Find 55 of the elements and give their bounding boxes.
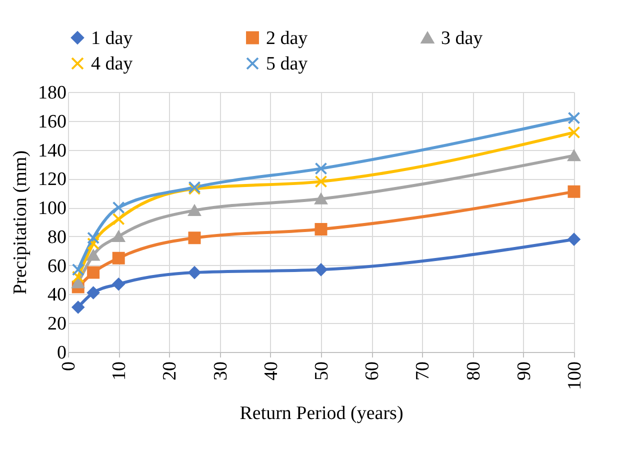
point: [72, 300, 84, 314]
point: [188, 204, 201, 216]
point: [568, 126, 580, 139]
point: [314, 162, 328, 175]
point: [87, 286, 100, 300]
x-tick-label: 20: [160, 362, 181, 380]
point: [188, 232, 201, 244]
y-tick-label: 140: [38, 140, 66, 162]
point: [87, 232, 100, 244]
point: [188, 266, 201, 279]
point: [72, 263, 84, 276]
point: [87, 237, 100, 250]
x-tick-label: 50: [312, 362, 332, 380]
legend-label: 2 day: [266, 28, 308, 49]
point: [568, 233, 580, 246]
y-tick-label: 20: [48, 314, 66, 335]
x-tick-label: 10: [109, 362, 130, 380]
y-tick-label: 180: [38, 82, 66, 104]
point: [314, 263, 328, 276]
x-tick-label: 90: [514, 362, 535, 380]
legend-label: 1 day: [91, 28, 134, 49]
legend-label: 4 day: [91, 54, 134, 74]
point: [87, 266, 100, 279]
x-tick-label: 80: [463, 362, 484, 380]
y-tick-label: 80: [48, 226, 66, 248]
y-tick-label: 160: [38, 111, 66, 132]
point: [112, 252, 125, 264]
point: [72, 270, 84, 284]
point: [568, 112, 580, 124]
point: [568, 185, 580, 198]
point: [112, 201, 125, 214]
x-tick-label: 40: [260, 362, 282, 380]
point: [112, 278, 125, 290]
y-tick-label: 120: [38, 169, 66, 190]
point: [72, 277, 84, 288]
y-tick-label: 100: [38, 198, 66, 220]
x-tick-label: 100: [564, 362, 586, 390]
x-tick-label: 70: [412, 362, 434, 380]
x-tick-label: 0: [58, 362, 80, 371]
point: [314, 193, 328, 204]
x-tick-label: 30: [210, 362, 232, 380]
point: [112, 230, 125, 242]
point: [568, 150, 580, 162]
y-tick-label: 0: [57, 342, 66, 364]
point: [112, 212, 125, 226]
y-tick-label: 60: [48, 256, 66, 277]
point: [314, 222, 328, 236]
x-axis-title: Return Period (years): [240, 403, 404, 424]
x-tick-label: 60: [362, 362, 384, 380]
point: [314, 175, 328, 188]
y-axis-title: Precipitation (mm): [10, 150, 31, 295]
y-tick-label: 40: [48, 284, 66, 306]
legend-label: 3 day: [441, 28, 484, 49]
point: [87, 250, 100, 261]
legend-label: 5 day: [266, 54, 308, 74]
